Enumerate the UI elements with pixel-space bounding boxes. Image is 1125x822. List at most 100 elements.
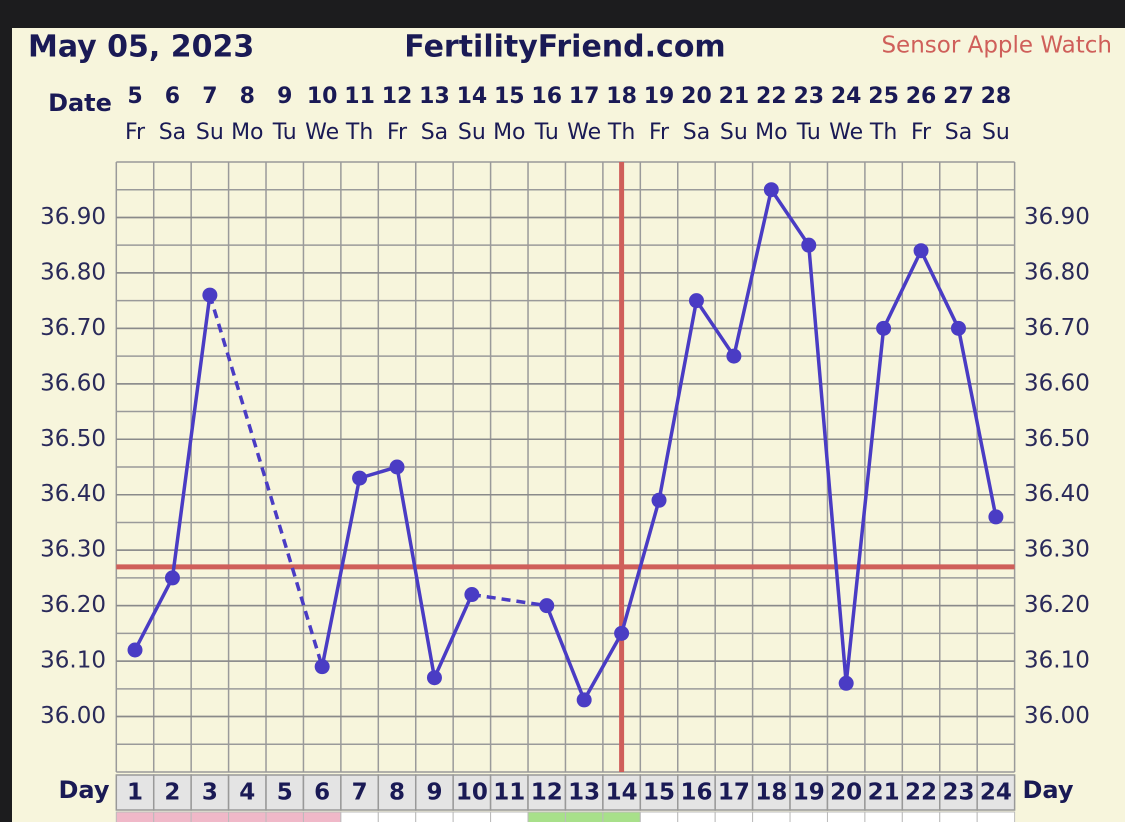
day-cell	[489, 774, 529, 811]
x-tick-label: 20	[830, 780, 862, 806]
x-tick-label: 3	[202, 780, 218, 806]
next-row-cell	[265, 811, 304, 822]
date-label: 5	[127, 84, 142, 109]
weekday-label: Fr	[125, 120, 146, 145]
day-cell	[789, 774, 829, 811]
x-tick-label: 18	[755, 780, 787, 806]
date-label: 9	[277, 84, 292, 109]
next-row-cell	[340, 811, 379, 822]
date-label: 10	[307, 84, 338, 109]
next-row-cell	[377, 811, 417, 822]
weekday-label: Su	[196, 120, 224, 145]
day-label: Day	[58, 776, 109, 804]
day-cell	[751, 774, 791, 811]
next-row-cell	[789, 811, 828, 822]
date-label: 16	[531, 84, 562, 109]
day-cell	[639, 774, 679, 811]
y-tick-label: 36.50	[1024, 426, 1090, 452]
date-label: 25	[868, 84, 899, 109]
temperature-point	[688, 293, 704, 309]
x-tick-label: 24	[980, 780, 1012, 806]
weekday-label: Sa	[945, 120, 972, 145]
date-label: 17	[569, 84, 600, 109]
y-tick-label: 36.50	[40, 426, 106, 452]
date-label: 23	[793, 84, 824, 109]
date-label: 22	[756, 84, 787, 109]
x-tick-label: 12	[531, 780, 563, 806]
next-row-cell	[677, 811, 716, 822]
date-label: 19	[644, 84, 675, 109]
temperature-point	[202, 287, 218, 303]
y-tick-label: 36.70	[40, 315, 106, 341]
temperature-point	[876, 320, 892, 336]
source: Sensor Apple Watch	[881, 33, 1112, 59]
next-row-cell	[153, 811, 192, 822]
weekday-label: Mo	[231, 120, 263, 145]
next-row-cell	[602, 811, 641, 822]
day-cell	[265, 774, 305, 811]
y-tick-label: 36.40	[1024, 481, 1090, 507]
x-tick-label: 8	[389, 780, 405, 806]
day-cell	[714, 774, 754, 811]
x-tick-label: 19	[793, 780, 825, 806]
weekday-label: Fr	[387, 120, 408, 145]
next-row-cell	[826, 811, 866, 822]
x-tick-label: 5	[277, 780, 293, 806]
date-label: 20	[681, 84, 712, 109]
date-label: 18	[606, 84, 637, 109]
y-tick-label: 36.30	[1024, 537, 1090, 563]
next-row-cell	[415, 811, 454, 822]
y-tick-label: 36.00	[40, 703, 106, 729]
y-tick-label: 36.10	[40, 648, 106, 674]
date-label: 27	[943, 84, 974, 109]
weekday-label: Su	[720, 120, 748, 145]
x-tick-label: 9	[426, 780, 442, 806]
next-row-cell	[901, 811, 941, 822]
temperature-point	[352, 470, 368, 486]
next-row-cell	[864, 811, 903, 822]
temperature-point	[576, 692, 592, 708]
y-tick-label: 36.60	[40, 370, 106, 396]
panel	[12, 28, 1125, 822]
next-row-cell	[452, 811, 492, 822]
day-cell	[602, 774, 642, 811]
temperature-point	[389, 459, 405, 475]
y-tick-label: 36.80	[40, 259, 106, 285]
date-label: 28	[981, 84, 1012, 109]
weekday-label: We	[567, 120, 601, 145]
weekday-label: We	[305, 120, 339, 145]
gap-connector	[208, 294, 324, 668]
y-tick-label: 36.80	[1024, 259, 1090, 285]
x-tick-label: 22	[905, 780, 937, 806]
temperature-point	[426, 670, 442, 686]
x-tick-label: 23	[942, 780, 974, 806]
next-row-cell	[976, 811, 1016, 822]
date-label: 14	[457, 84, 488, 109]
temperature-point	[464, 587, 480, 603]
chart-date: May 05, 2023	[28, 30, 254, 65]
day-cell	[115, 774, 155, 811]
date-label: Date	[48, 89, 112, 117]
weekday-label: Fr	[911, 120, 932, 145]
date-label: 12	[382, 84, 413, 109]
weekday-label: Mo	[755, 120, 787, 145]
y-tick-label: 36.70	[1024, 315, 1090, 341]
temperature-point	[164, 570, 180, 586]
weekday-label: Sa	[683, 120, 710, 145]
temperature-point	[913, 243, 929, 259]
day-cell	[976, 774, 1016, 811]
next-row-cell	[190, 811, 230, 822]
x-tick-label: 6	[314, 780, 330, 806]
next-row-cell	[564, 811, 604, 822]
weekday-label: Tu	[534, 120, 559, 145]
date-label: 15	[494, 84, 525, 109]
day-cell	[864, 774, 904, 811]
temperature-point	[539, 598, 555, 614]
date-label: 8	[240, 84, 255, 109]
weekday-label: Su	[458, 120, 486, 145]
next-row-cell	[115, 811, 155, 822]
temperature-point	[651, 492, 667, 508]
x-tick-label: 1	[127, 780, 143, 806]
y-tick-label: 36.00	[1024, 703, 1090, 729]
